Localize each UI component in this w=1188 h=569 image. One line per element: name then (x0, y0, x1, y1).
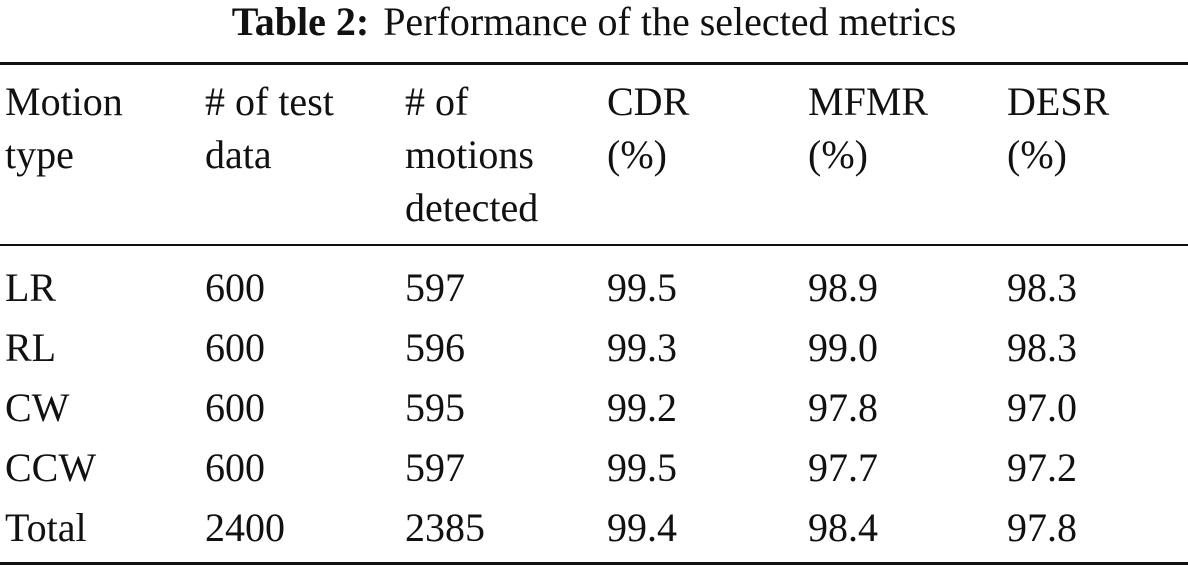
table-cell: 99.5 (607, 265, 677, 310)
table-cell: 98.9 (808, 265, 878, 310)
table-cell: 97.0 (1007, 385, 1077, 430)
header-cell: MFMR (808, 79, 929, 124)
table-cell: 597 (405, 265, 465, 310)
table-cell: 99.5 (607, 445, 677, 490)
table-cell: 99.2 (607, 385, 677, 430)
table-cell: 99.4 (607, 505, 677, 550)
header-cell: (%) (607, 132, 667, 177)
table-cell: 97.2 (1007, 445, 1077, 490)
table-cell: 97.8 (1007, 505, 1077, 550)
header-cell: DESR (1007, 79, 1110, 124)
table-cell: 597 (405, 445, 465, 490)
header-rule (0, 244, 1188, 246)
table-cell: CW (5, 385, 70, 430)
header-cell: # of test (205, 79, 334, 124)
header-cell: (%) (1007, 132, 1067, 177)
table-cell: 600 (205, 325, 265, 370)
table-cell: 2385 (405, 505, 485, 550)
table-cell: 99.3 (607, 325, 677, 370)
bottom-rule (0, 562, 1188, 565)
table-caption: Table 2: Performance of the selected metr… (0, 0, 1188, 44)
table-cell: RL (5, 325, 57, 370)
table-cell: 97.7 (808, 445, 878, 490)
header-cell: # of (405, 79, 469, 124)
header-cell: motions (405, 132, 534, 177)
header-cell: CDR (607, 79, 690, 124)
table-cell: 596 (405, 325, 465, 370)
caption-label: Table 2: (231, 0, 370, 44)
caption-text: Performance of the selected metrics (383, 0, 957, 44)
table-cell: 600 (205, 385, 265, 430)
top-rule (0, 62, 1188, 65)
table-cell: 98.4 (808, 505, 878, 550)
header-cell: data (205, 132, 272, 177)
table-cell: 98.3 (1007, 265, 1077, 310)
table-cell: 600 (205, 265, 265, 310)
header-cell: detected (405, 185, 539, 230)
table-cell: 600 (205, 445, 265, 490)
table-cell: 99.0 (808, 325, 878, 370)
table-cell: 595 (405, 385, 465, 430)
table-cell: CCW (5, 445, 97, 490)
header-cell: type (5, 132, 74, 177)
table-cell: Total (5, 505, 87, 550)
table-cell: 97.8 (808, 385, 878, 430)
header-cell: Motion (5, 79, 123, 124)
table-cell: 2400 (205, 505, 285, 550)
header-cell: (%) (808, 132, 868, 177)
table-cell: 98.3 (1007, 325, 1077, 370)
table-cell: LR (5, 265, 57, 310)
